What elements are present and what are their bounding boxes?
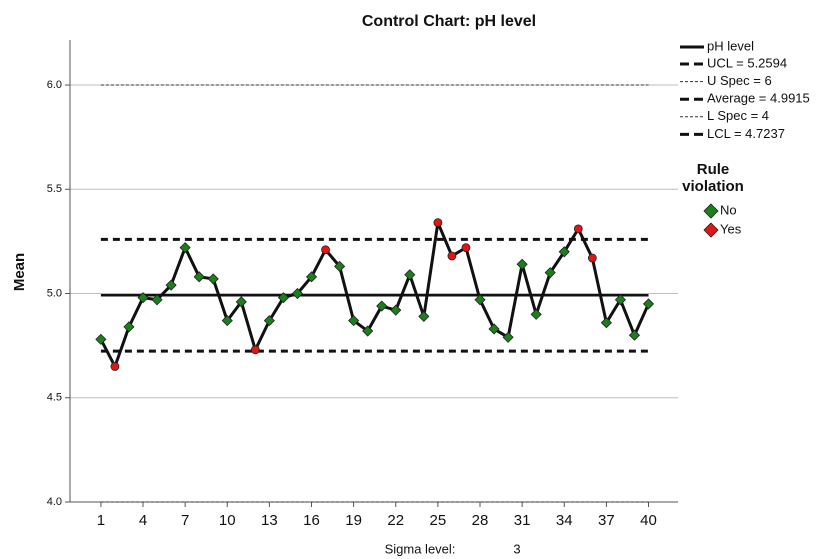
point [390, 304, 402, 316]
point [488, 323, 500, 335]
legend-label: Yes [720, 221, 742, 236]
point [628, 329, 641, 341]
y-axis-title: Mean [11, 253, 28, 291]
x-tick-label: 37 [598, 512, 615, 529]
data-line [99, 221, 650, 368]
x-tick-label: 7 [181, 512, 189, 529]
x-tick-label: 19 [345, 512, 362, 529]
x-tick-label: 22 [387, 512, 404, 529]
point [95, 333, 107, 345]
point [530, 308, 542, 320]
point [179, 242, 191, 254]
point [447, 251, 457, 261]
point [137, 292, 149, 304]
point [502, 331, 514, 343]
point [600, 317, 612, 329]
point [321, 245, 330, 255]
point [433, 218, 443, 228]
sigma-value: 3 [513, 541, 520, 556]
legend-label: U Spec = 6 [707, 73, 772, 88]
legend-title: Rule [697, 161, 730, 178]
point [123, 321, 135, 333]
point [110, 362, 120, 371]
chart-title: Control Chart: pH level [362, 13, 536, 30]
y-tick-label: 5.0 [47, 287, 62, 299]
point [516, 258, 528, 270]
x-tick-label: 28 [472, 512, 489, 529]
legend-label: L Spec = 4 [707, 108, 769, 123]
point [573, 224, 583, 234]
x-tick-label: 34 [556, 512, 573, 529]
point [376, 300, 388, 312]
point [614, 294, 626, 306]
point [404, 269, 416, 281]
legend-swatch [703, 222, 719, 238]
x-tick-label: 31 [514, 512, 531, 529]
point [193, 271, 205, 283]
x-tick-label: 13 [261, 512, 278, 529]
legend-label: Average = 4.9915 [707, 91, 810, 106]
point [151, 294, 163, 306]
point [348, 315, 360, 327]
y-tick-label: 6.0 [47, 79, 62, 91]
point [418, 310, 430, 323]
y-tick-label: 5.5 [47, 183, 62, 195]
x-tick-label: 40 [640, 512, 657, 529]
point [291, 287, 304, 300]
x-tick-label: 25 [430, 512, 447, 529]
x-tick-label: 1 [97, 512, 105, 529]
y-tick-label: 4.5 [47, 392, 62, 404]
point [461, 243, 471, 253]
x-tick-label: 10 [219, 512, 236, 529]
legend-title: violation [682, 178, 744, 195]
y-tick-label: 4.0 [47, 496, 62, 508]
legend-label: LCL = 4.7237 [707, 126, 785, 141]
point [207, 273, 219, 285]
point [642, 298, 655, 310]
legend-label: No [720, 202, 737, 217]
legend-label: pH level [707, 38, 754, 53]
point [587, 253, 597, 263]
sigma-label: Sigma level: [385, 541, 456, 556]
point [362, 325, 374, 337]
point [544, 267, 556, 279]
point [277, 292, 289, 304]
point [221, 315, 233, 327]
legend-label: UCL = 5.2594 [707, 55, 787, 70]
point [305, 271, 318, 283]
point [474, 294, 486, 306]
point [263, 315, 275, 327]
point [334, 260, 346, 272]
point [165, 279, 177, 291]
point [558, 246, 570, 258]
point [235, 296, 247, 308]
point [250, 345, 260, 355]
x-tick-label: 4 [139, 512, 147, 529]
legend-swatch [703, 203, 719, 219]
x-tick-label: 16 [303, 512, 320, 529]
